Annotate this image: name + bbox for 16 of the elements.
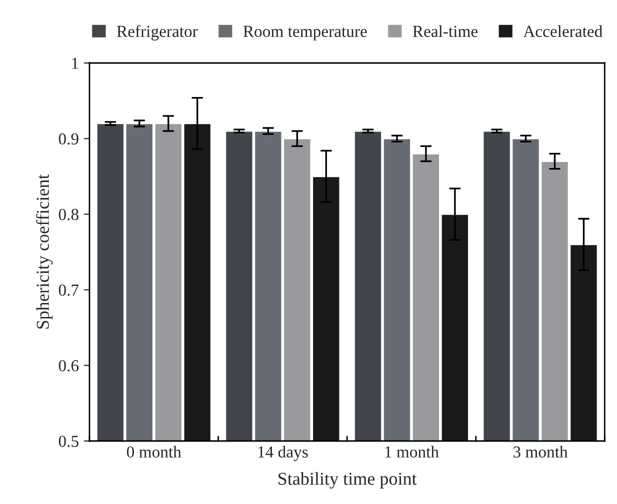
x-tick-label: 1 month [385, 446, 439, 458]
legend-label: Refrigerator [116, 25, 198, 40]
y-tick-label: 0.5 [58, 436, 78, 448]
y-tick-label: 0.8 [58, 208, 78, 220]
y-tick-label: 0.6 [58, 360, 79, 372]
y-tick-label: 1 [72, 58, 78, 69]
x-tick-label: 0 month [126, 446, 182, 458]
x-tick-label: 14 days [258, 446, 308, 462]
y-tick-label: 0.7 [58, 284, 79, 296]
x-axis-title: Stability time point [278, 472, 417, 489]
legend-label: Room temperature [243, 26, 367, 40]
x-tick-label: 3 month [514, 446, 568, 458]
y-axis-title: Sphericity coefficient [36, 174, 53, 329]
legend-label: Accelerated [523, 25, 602, 38]
legend-label: Real-time [412, 25, 478, 38]
y-tick-label: 0.9 [58, 133, 78, 145]
